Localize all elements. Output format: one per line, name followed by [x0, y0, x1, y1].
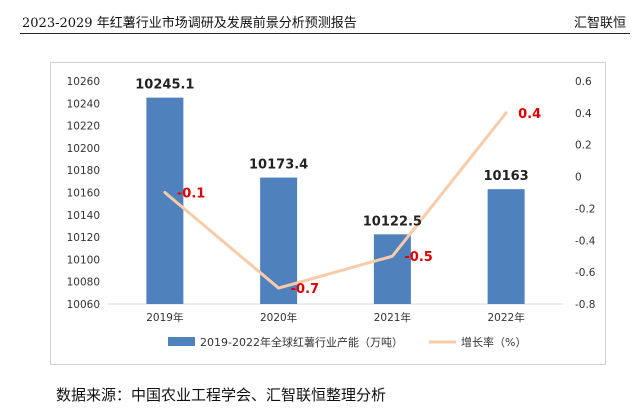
left-axis-tick-label: 10180	[67, 165, 100, 177]
left-axis-tick-label: 10260	[67, 76, 100, 88]
bar-data-label: 10245.1	[135, 78, 194, 93]
bar	[146, 97, 184, 304]
right-axis-tick-label: -0.2	[575, 203, 596, 215]
data-source-note: 数据来源：中国农业工程学会、汇智联恒整理分析	[56, 386, 387, 404]
left-axis-tick-label: 10060	[67, 299, 100, 311]
chart-frame: 10060 10080 10100 10120 10140 10160 10180 10200…	[50, 62, 606, 365]
right-axis-tick-label: -0.8	[575, 299, 596, 311]
x-axis-tick-label: 2019年	[146, 311, 183, 324]
left-axis-tick-label: 10080	[67, 277, 100, 289]
right-axis-tick-label: -0.6	[575, 267, 596, 279]
growth-rate-line	[163, 111, 508, 290]
line-data-label: -0.5	[404, 250, 432, 265]
header-divider	[20, 33, 630, 34]
right-axis-tick-label: -0.4	[575, 235, 596, 247]
line-data-label: -0.1	[177, 187, 205, 202]
left-axis-tick-label: 10160	[67, 188, 100, 200]
legend-line-label: 增长率（%）	[461, 335, 526, 349]
line-data-label: -0.7	[291, 282, 319, 297]
bar	[373, 234, 411, 304]
left-axis-tick-label: 10200	[67, 143, 100, 155]
x-axis-tick-label: 2022年	[488, 311, 525, 324]
bar	[260, 177, 298, 304]
bar-data-label: 10163	[484, 169, 529, 184]
x-axis-tick-label: 2021年	[374, 311, 411, 324]
bar	[487, 189, 525, 304]
left-axis-tick-label: 10100	[67, 254, 100, 266]
report-title: 2023-2029 年红薯行业市场调研及发展前景分析预测报告	[22, 16, 357, 31]
line-data-label: 0.4	[518, 107, 541, 122]
left-axis-tick-label: 10220	[67, 121, 100, 133]
combo-chart: 10060 10080 10100 10120 10140 10160 10180 10200…	[67, 76, 596, 349]
right-axis-tick-label: 0.4	[575, 108, 592, 120]
legend-bar-swatch	[168, 337, 195, 346]
brand-name: 汇智联恒	[573, 16, 626, 31]
bar-data-label: 10173.4	[249, 158, 308, 173]
left-axis-tick-label: 10140	[67, 210, 100, 222]
right-axis-tick-label: 0	[575, 172, 582, 184]
x-axis-tick-label: 2020年	[260, 311, 297, 324]
left-axis-tick-label: 10120	[67, 232, 100, 244]
right-axis-tick-label: 0.6	[575, 76, 592, 88]
right-axis-tick-label: 0.2	[575, 140, 592, 152]
bar-data-label: 10122.5	[363, 214, 422, 229]
legend-bar-label: 2019-2022年全球红薯行业产能（万吨）	[200, 335, 403, 349]
left-axis-tick-label: 10240	[67, 98, 100, 110]
